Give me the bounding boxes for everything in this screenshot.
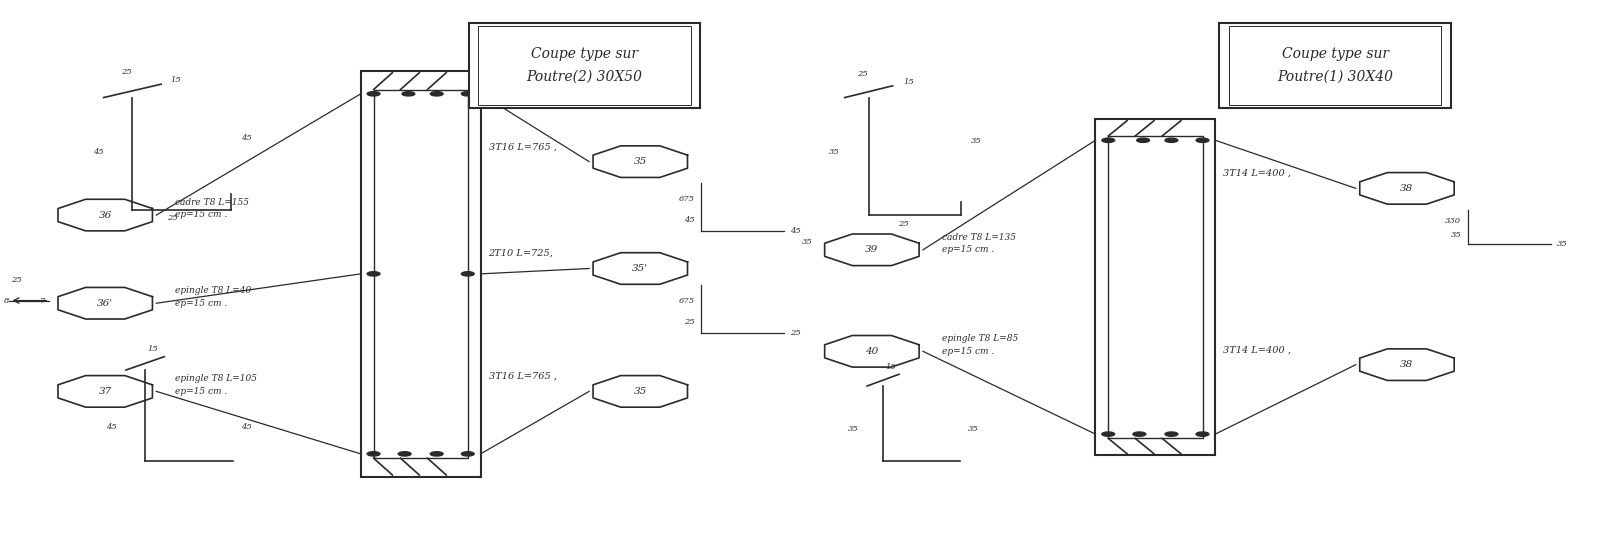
Circle shape [1197, 138, 1210, 142]
Text: 35: 35 [1451, 231, 1461, 239]
Circle shape [1165, 432, 1178, 436]
Text: 35: 35 [848, 425, 859, 433]
Circle shape [366, 92, 379, 96]
Text: 40: 40 [866, 347, 878, 356]
Text: 3T16 L=765 ,: 3T16 L=765 , [488, 142, 557, 151]
Text: 45: 45 [683, 216, 694, 224]
Circle shape [461, 92, 474, 96]
Text: 35: 35 [634, 387, 646, 396]
Text: Coupe type sur
Poutre(2) 30X50: Coupe type sur Poutre(2) 30X50 [526, 47, 642, 84]
Circle shape [1197, 432, 1210, 436]
Text: 36: 36 [99, 211, 112, 220]
Text: 15: 15 [886, 363, 896, 371]
Text: 35: 35 [971, 137, 982, 145]
Bar [478, 26, 691, 105]
Text: epingle T8 L=85
ep=15 cm .: epingle T8 L=85 ep=15 cm . [942, 334, 1019, 355]
Text: 8: 8 [3, 297, 10, 305]
Text: 25: 25 [899, 220, 909, 228]
Circle shape [398, 452, 411, 456]
Text: 330: 330 [1445, 217, 1461, 226]
Text: 675: 675 [678, 195, 694, 203]
Text: 3T16 L=765 ,: 3T16 L=765 , [488, 372, 557, 381]
Circle shape [430, 452, 443, 456]
Text: 25: 25 [683, 318, 694, 326]
Text: 35: 35 [829, 148, 840, 156]
Text: 45: 45 [93, 148, 104, 156]
Text: 35: 35 [634, 157, 646, 166]
Text: Coupe type sur
Poutre(1) 30X40: Coupe type sur Poutre(1) 30X40 [1277, 47, 1394, 84]
Text: 2T10 L=725,: 2T10 L=725, [488, 249, 554, 258]
Text: 45: 45 [106, 423, 117, 431]
Text: 15: 15 [904, 78, 915, 86]
Circle shape [402, 92, 414, 96]
Text: 25: 25 [11, 276, 22, 284]
Circle shape [461, 272, 474, 276]
Bar [1219, 23, 1451, 108]
Text: 25: 25 [120, 68, 131, 76]
Text: 35: 35 [1557, 241, 1568, 249]
Text: 38: 38 [1400, 184, 1413, 193]
Text: 15: 15 [147, 345, 158, 353]
Circle shape [366, 272, 379, 276]
Text: 7: 7 [40, 297, 46, 305]
Text: epingle T8 L=105
ep=15 cm .: epingle T8 L=105 ep=15 cm . [176, 374, 258, 396]
Bar [360, 71, 480, 477]
Text: 35: 35 [968, 425, 979, 433]
Circle shape [1165, 138, 1178, 142]
Circle shape [1133, 432, 1146, 436]
Text: cadre T8 L=155
ep=15 cm .: cadre T8 L=155 ep=15 cm . [176, 198, 250, 220]
Circle shape [1102, 432, 1115, 436]
Text: 15: 15 [171, 76, 181, 84]
Text: cadre T8 L=135
ep=15 cm .: cadre T8 L=135 ep=15 cm . [942, 233, 1016, 254]
Bar [469, 23, 701, 108]
Text: 45: 45 [242, 134, 251, 142]
Text: 25: 25 [166, 214, 178, 222]
Circle shape [1136, 138, 1149, 142]
Circle shape [461, 452, 474, 456]
Bar [373, 90, 467, 458]
Circle shape [430, 92, 443, 96]
Text: 37: 37 [99, 387, 112, 396]
Text: epingle T8 L=40
ep=15 cm .: epingle T8 L=40 ep=15 cm . [176, 286, 251, 308]
Text: 3T14 L=400 ,: 3T14 L=400 , [1224, 169, 1291, 178]
Text: 675: 675 [678, 296, 694, 304]
Bar [1229, 26, 1442, 105]
Text: 3T14 L=400 ,: 3T14 L=400 , [1224, 345, 1291, 354]
Text: 25: 25 [858, 70, 867, 78]
Text: 35': 35' [632, 264, 648, 273]
Text: 45: 45 [790, 227, 802, 235]
Circle shape [1102, 138, 1115, 142]
Bar [1096, 119, 1216, 455]
Bar [1109, 136, 1203, 438]
Text: 39: 39 [866, 245, 878, 255]
Text: 45: 45 [242, 423, 251, 431]
Text: 36': 36' [98, 299, 114, 308]
Text: 38: 38 [1400, 360, 1413, 369]
Circle shape [366, 452, 379, 456]
Text: 35: 35 [802, 238, 813, 246]
Text: 25: 25 [790, 329, 802, 337]
